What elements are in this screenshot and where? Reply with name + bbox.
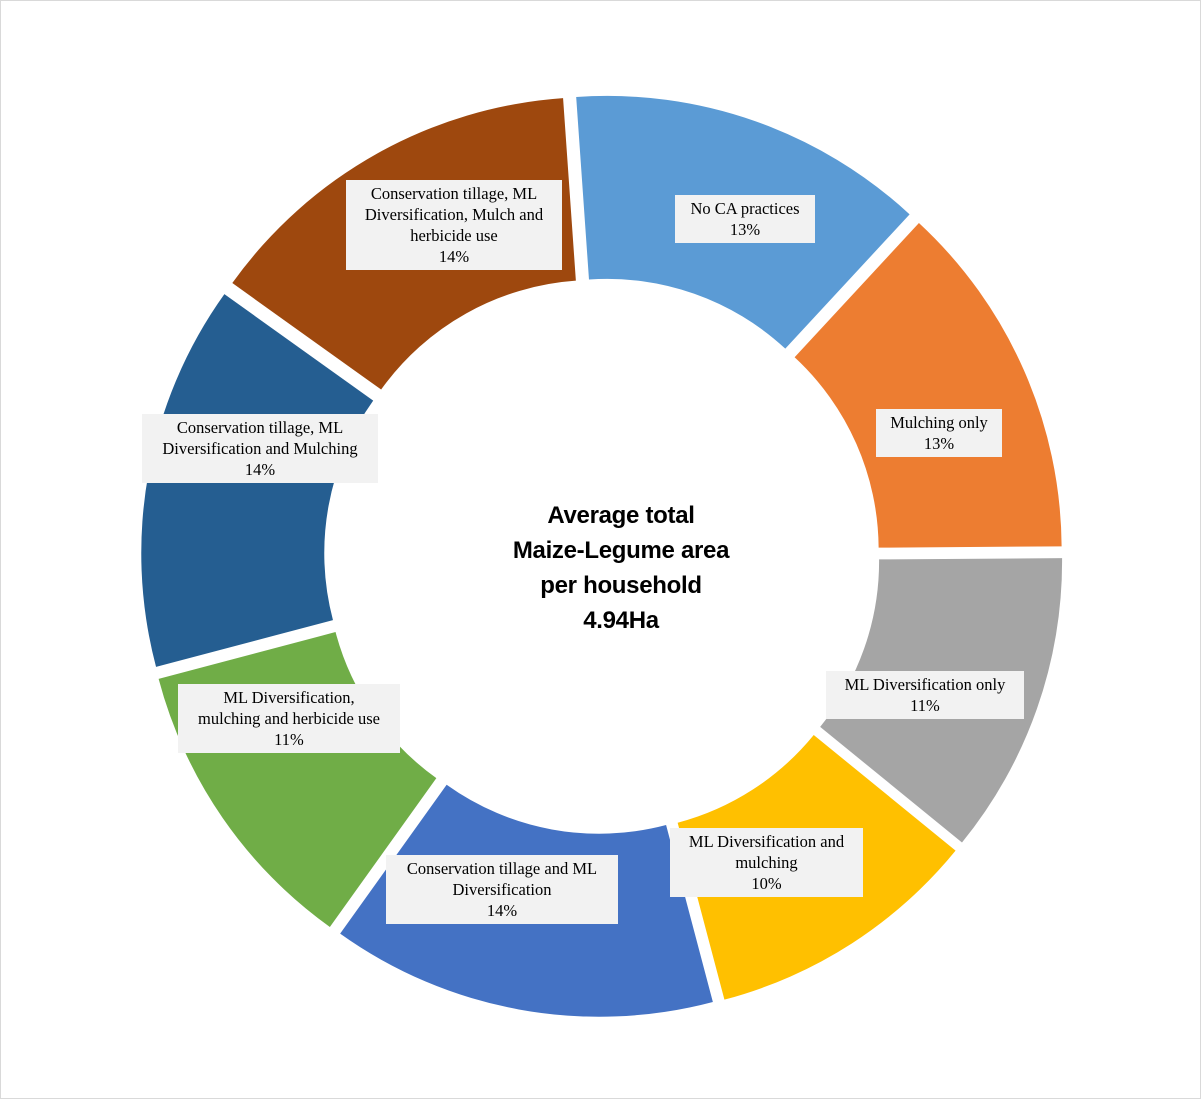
- slice-label-text: Diversification: [452, 880, 552, 899]
- slice-label-text: ML Diversification and: [688, 832, 845, 851]
- center-title-line-2: Maize-Legume area: [512, 537, 730, 564]
- slice-label-text: ML Diversification,: [223, 688, 355, 707]
- slice-label-text: mulching and herbicide use: [198, 709, 380, 728]
- slice-label-1: No CA practices 13%: [675, 195, 815, 243]
- slice-label-2: Mulching only 13%: [876, 409, 1002, 457]
- slice-label-3: ML Diversification only 11%: [826, 671, 1024, 719]
- slice-label-7: Conservation tillage, ML Diversification …: [142, 414, 378, 483]
- center-title: Average total Maize-Legume area per hous…: [471, 498, 771, 638]
- slice-label-text: Conservation tillage and ML: [406, 859, 598, 878]
- slice-label-text: Diversification and Mulching: [162, 439, 358, 458]
- slice-value-label: 14%: [486, 901, 518, 920]
- slice-label-text: Diversification, Mulch and: [364, 205, 544, 224]
- slice-label-8: Conservation tillage, ML Diversification,…: [346, 180, 562, 270]
- slice-value-label: 10%: [751, 874, 782, 893]
- slice-value-label: 14%: [438, 247, 470, 266]
- slice-value-label: 13%: [729, 220, 761, 239]
- slice-label-6: ML Diversification, mulching and herbicid…: [178, 684, 400, 753]
- slice-value-label: 13%: [923, 434, 955, 453]
- slice-label-text: mulching: [735, 853, 798, 872]
- slice-label-text: herbicide use: [410, 226, 498, 245]
- slice-label-5: Conservation tillage and ML Diversificati…: [386, 855, 618, 924]
- center-title-line-4: 4.94Ha: [583, 607, 659, 634]
- slice-2: [794, 222, 1062, 548]
- slice-label-text: ML Diversification only: [844, 675, 1006, 694]
- center-title-line-1: Average total: [547, 502, 695, 529]
- slice-label-text: Conservation tillage, ML: [370, 184, 538, 203]
- slice-label-text: No CA practices: [690, 199, 800, 218]
- slice-label-4: ML Diversification and mulching 10%: [670, 828, 863, 897]
- slice-value-label: 11%: [910, 696, 940, 715]
- slice-value-label: 11%: [274, 730, 304, 749]
- slice-value-label: 14%: [244, 460, 276, 479]
- slice-label-text: Mulching only: [890, 413, 988, 432]
- slice-label-text: Conservation tillage, ML: [176, 418, 344, 437]
- center-title-line-3: per household: [540, 572, 702, 599]
